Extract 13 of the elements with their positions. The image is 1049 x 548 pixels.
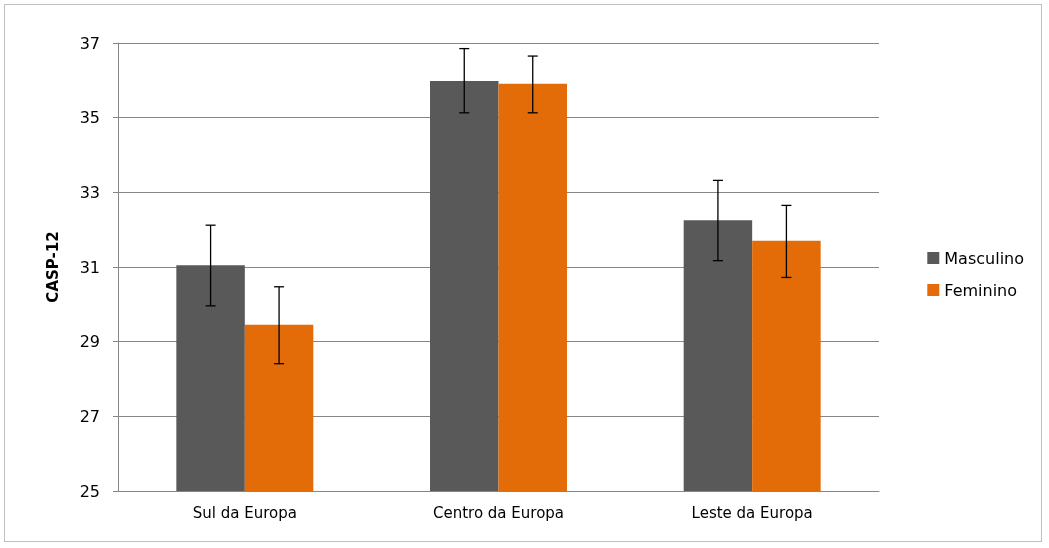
x-tick-label: Centro da Europa [432, 503, 565, 522]
x-tick-label: Sul da Europa [192, 503, 297, 522]
y-tick-label: 31 [79, 257, 100, 277]
legend-label: Feminino [944, 280, 1018, 300]
y-tick-label: 25 [79, 481, 100, 501]
y-tick-label: 33 [79, 182, 100, 202]
y-tick-label: 35 [79, 108, 100, 128]
y-tick-label: 27 [79, 406, 100, 426]
x-tick-label: Leste da Europa [691, 503, 813, 522]
y-tick-label: 37 [79, 33, 100, 53]
y-axis-title: CASP-12 [43, 231, 62, 303]
y-tick-label: 29 [79, 332, 100, 352]
legend-label: Masculino [944, 248, 1024, 268]
